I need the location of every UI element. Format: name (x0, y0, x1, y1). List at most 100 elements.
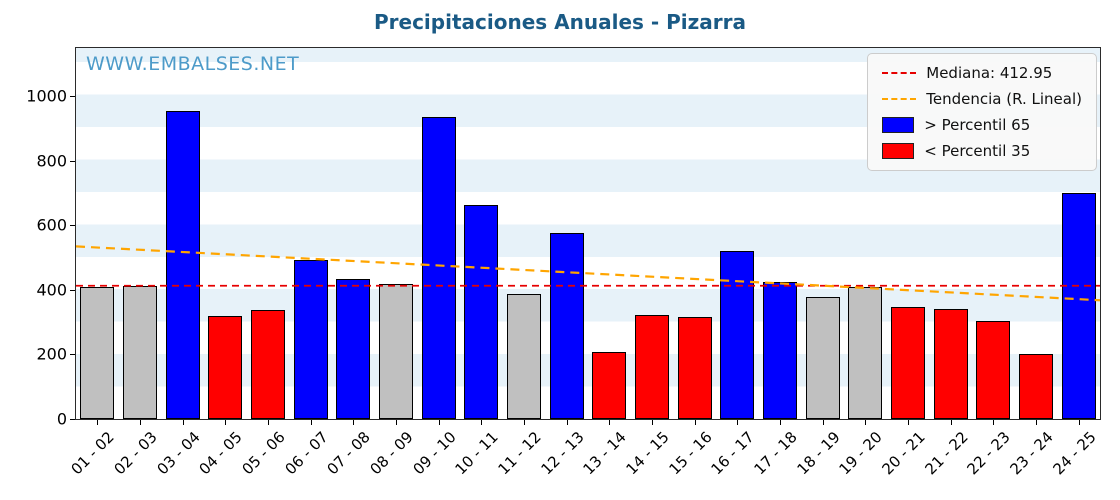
chart-title: Precipitaciones Anuales - Pizarra (373, 10, 747, 34)
bar-08-09 (378, 284, 414, 419)
bar-09-10 (421, 116, 456, 419)
legend-item-trend: Tendencia (R. Lineal) (882, 90, 1082, 108)
trend-line (76, 245, 1100, 302)
x-tick-label-02-03: 02 - 03 (110, 428, 161, 479)
lines-overlay (76, 245, 1100, 302)
bar-series (76, 48, 1100, 419)
y-tick-mark (70, 160, 75, 162)
x-tick-label-24-25: 24 - 25 (1049, 428, 1100, 479)
x-tick-mark (396, 420, 397, 425)
x-tick-label-18-19: 18 - 19 (793, 428, 844, 479)
x-tick-mark (566, 420, 568, 425)
legend-item-above: > Percentil 65 (882, 116, 1082, 134)
x-tick-mark (140, 420, 141, 425)
x-tick-label-06-07: 06 - 07 (281, 428, 332, 479)
x-tick-label-08-09: 08 - 09 (366, 428, 417, 479)
bar-14-15 (634, 315, 670, 419)
x-tick-mark (694, 420, 696, 425)
bar-06-07 (293, 260, 328, 419)
legend-label-above: > Percentil 65 (924, 116, 1031, 134)
y-tick-mark (70, 225, 75, 227)
bar-02-03 (122, 285, 158, 419)
blue-patch-icon (882, 117, 915, 133)
bar-13-14 (592, 352, 627, 419)
x-tick-label-17-18: 17 - 18 (750, 428, 801, 479)
y-tick-mark (70, 96, 75, 98)
x-tick-mark (268, 420, 269, 425)
red-patch-icon (882, 143, 915, 159)
x-tick-mark (780, 420, 781, 425)
bar-04-05 (208, 315, 243, 419)
x-tick-mark (1036, 420, 1037, 425)
x-tick-mark (310, 420, 312, 425)
x-tick-mark (1078, 420, 1080, 425)
x-tick-label-21-22: 21 - 22 (921, 428, 972, 479)
x-tick-label-20-21: 20 - 21 (878, 428, 929, 479)
x-tick-mark (950, 420, 952, 425)
bar-23-24 (1018, 353, 1054, 419)
x-tick-mark (652, 420, 653, 425)
y-tick-mark (70, 419, 75, 420)
bar-18-19 (805, 297, 840, 419)
x-tick-mark (524, 420, 525, 425)
legend-label-median: Mediana: 412.95 (926, 64, 1053, 82)
bar-07-08 (336, 279, 371, 419)
x-tick-mark (737, 420, 739, 425)
y-tick-label-0: 0 (56, 409, 67, 429)
x-tick-label-16-17: 16 - 17 (707, 428, 759, 479)
legend-item-below: < Percentil 35 (882, 142, 1082, 160)
x-tick-label-11-12: 11 - 12 (494, 428, 545, 479)
x-tick-label-12-13: 12 - 13 (537, 428, 588, 479)
x-tick-mark (865, 420, 867, 425)
x-tick-label-01-02: 01 - 02 (67, 428, 119, 479)
x-tick-label-15-16: 15 - 16 (665, 428, 716, 479)
y-tick-mark (70, 354, 75, 356)
bar-24-25 (1061, 192, 1096, 419)
x-tick-label-22-23: 22 - 23 (963, 428, 1015, 479)
x-tick-label-23-24: 23 - 24 (1006, 428, 1057, 479)
bar-11-12 (506, 293, 542, 419)
x-tick-label-10-11: 10 - 11 (451, 428, 503, 479)
x-tick-label-19-20: 19 - 20 (835, 428, 887, 479)
x-tick-label-03-04: 03 - 04 (153, 428, 204, 479)
y-tick-label-200: 200 (36, 344, 67, 364)
x-tick-label-07-08: 07 - 08 (323, 428, 375, 479)
bar-01-02 (80, 286, 115, 419)
bar-20-21 (890, 307, 926, 419)
x-tick-label-05-06: 05 - 06 (238, 428, 289, 479)
bar-15-16 (677, 316, 712, 419)
x-tick-label-13-14: 13 - 14 (579, 428, 631, 479)
x-tick-mark (225, 420, 227, 425)
x-tick-mark (993, 420, 995, 425)
x-tick-mark (822, 420, 824, 425)
y-tick-label-600: 600 (36, 215, 67, 235)
y-tick-mark (70, 289, 75, 291)
x-tick-mark (609, 420, 611, 425)
bar-12-13 (549, 233, 584, 419)
y-tick-label-1000: 1000 (26, 86, 67, 106)
bar-17-18 (762, 282, 798, 419)
bar-22-23 (976, 321, 1011, 419)
bar-10-11 (464, 205, 499, 419)
x-tick-label-09-10: 09 - 10 (409, 428, 460, 479)
x-tick-mark (182, 420, 184, 425)
x-tick-mark (97, 420, 99, 425)
bar-05-06 (250, 309, 286, 419)
watermark: WWW.EMBALSES.NET (86, 53, 300, 75)
x-tick-label-04-05: 04 - 05 (195, 428, 247, 479)
legend-item-median: Mediana: 412.95 (882, 64, 1082, 82)
y-tick-label-800: 800 (36, 151, 67, 171)
x-tick-mark (908, 420, 909, 425)
median-dashed-line-icon (882, 72, 917, 74)
legend-label-below: < Percentil 35 (924, 142, 1031, 160)
y-tick-label-400: 400 (36, 280, 67, 300)
x-tick-mark (438, 420, 440, 425)
bar-16-17 (720, 250, 755, 419)
x-tick-mark (481, 420, 483, 425)
bar-03-04 (165, 110, 200, 419)
bar-19-20 (848, 287, 883, 419)
bar-21-22 (933, 309, 968, 419)
x-tick-label-14-15: 14 - 15 (622, 428, 673, 479)
legend: Mediana: 412.95 Tendencia (R. Lineal) > … (867, 53, 1097, 171)
